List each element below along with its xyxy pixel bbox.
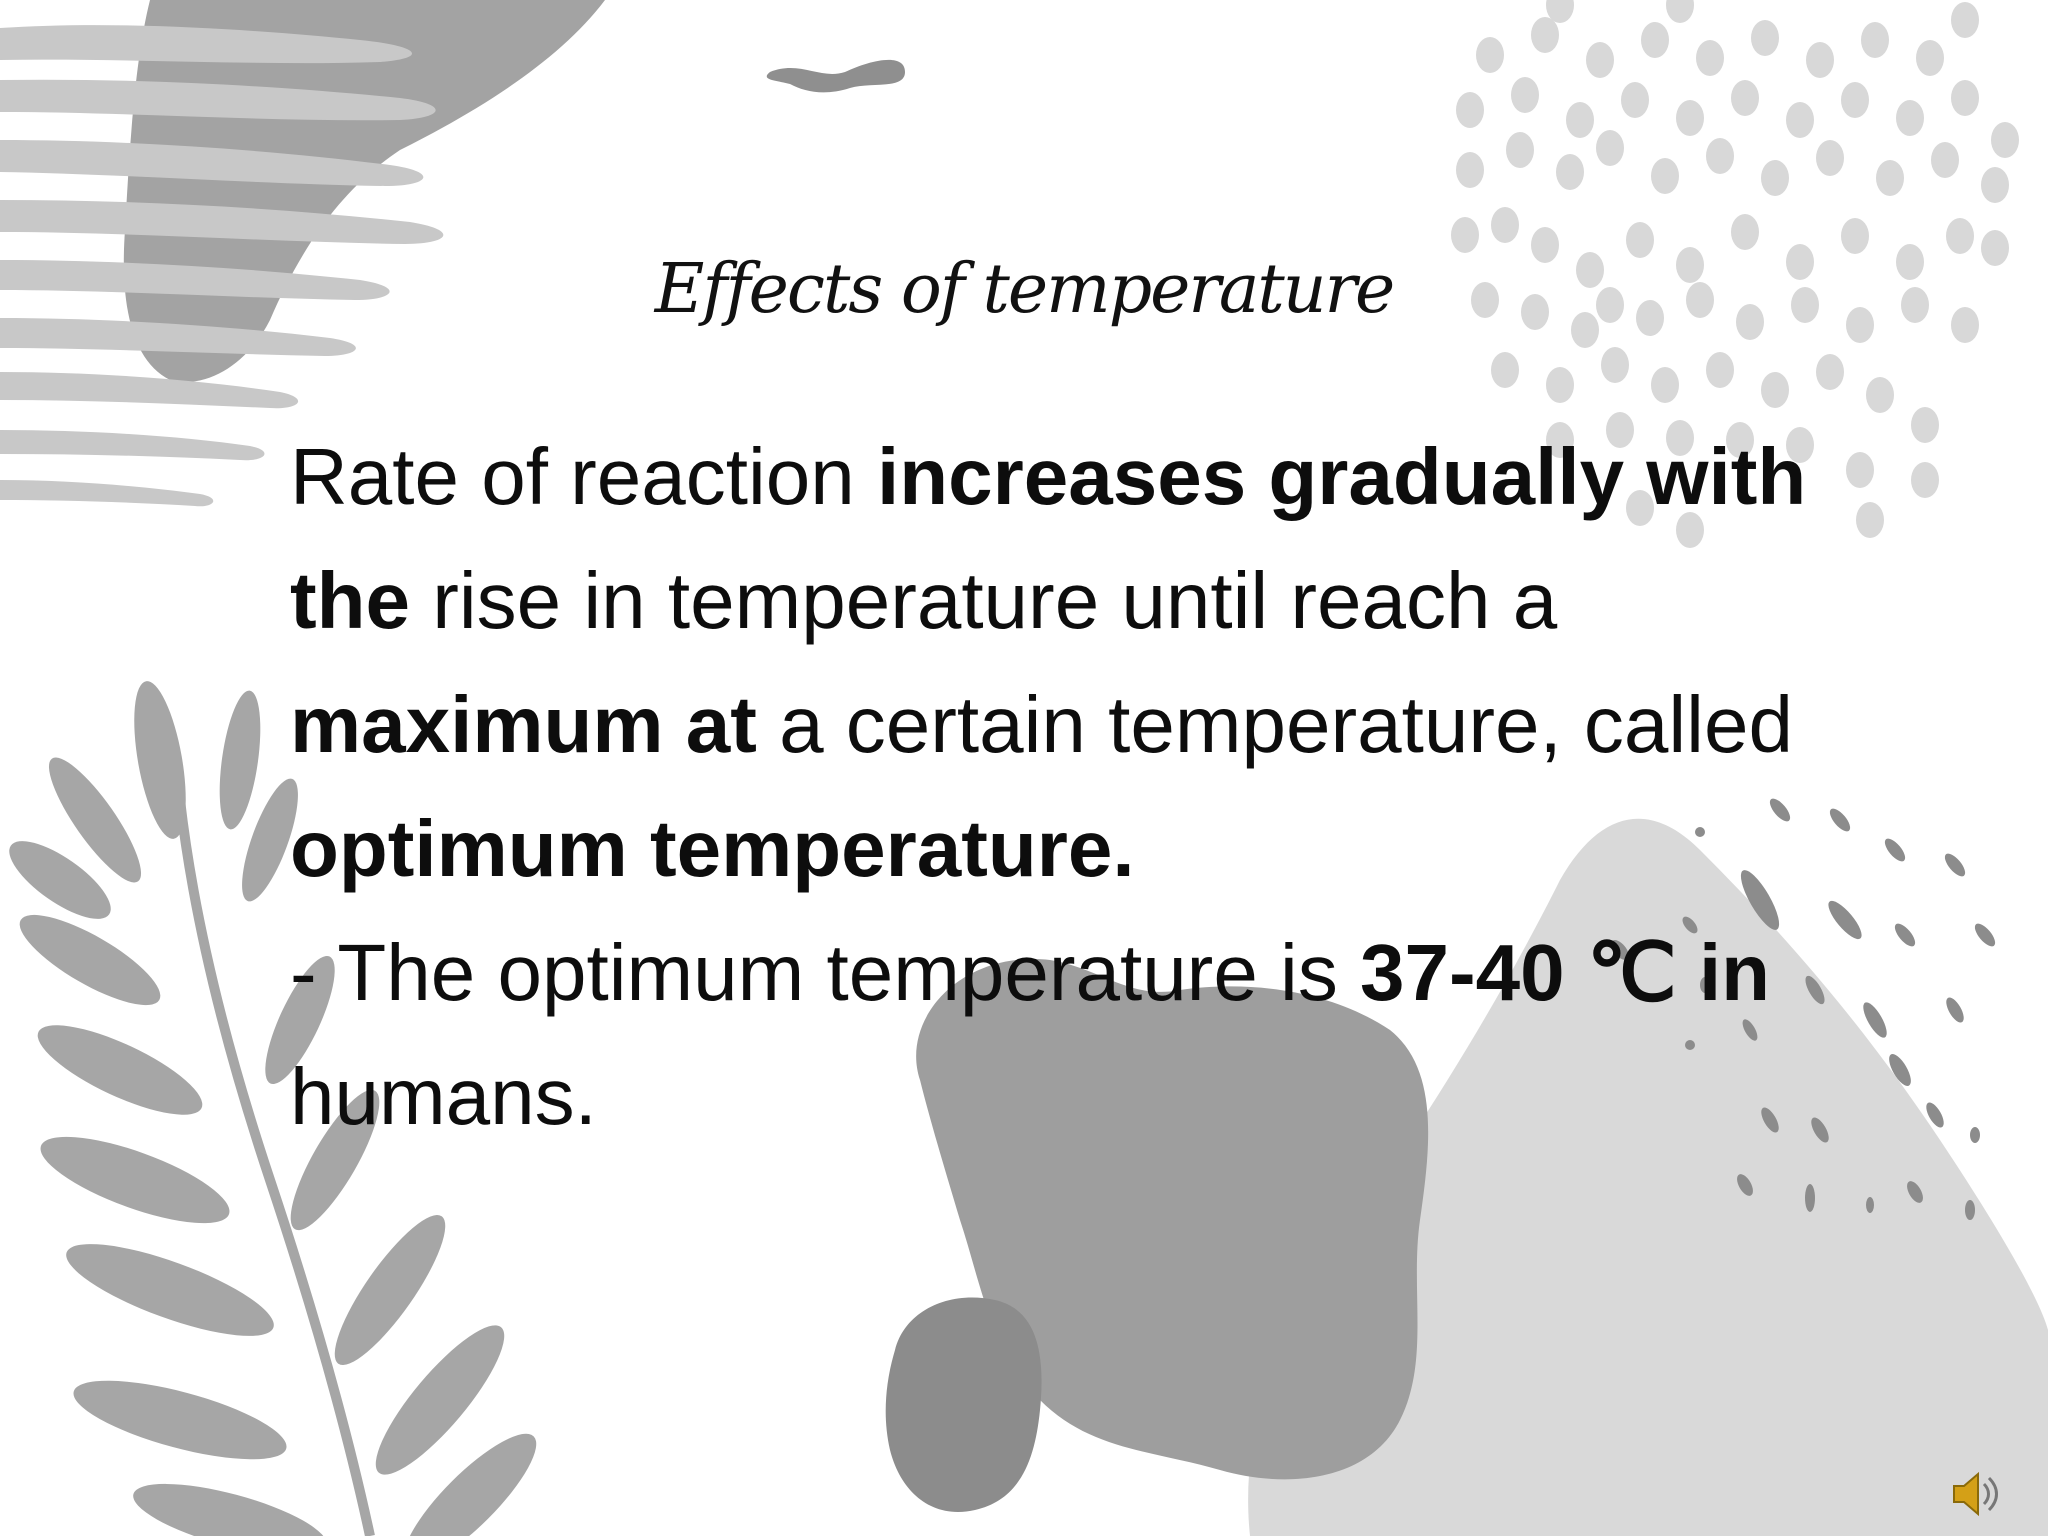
dot-pattern (1451, 0, 2019, 548)
text-run-bold: 37-40 ℃ in (1360, 928, 1771, 1017)
text-run: rise in temperature until reach a (410, 556, 1558, 645)
fern-leaf (9, 681, 537, 1536)
small-blob (885, 1297, 1042, 1512)
text-run: humans. (290, 1052, 597, 1141)
paragraph-definition: Rate of reaction increases gradually wit… (290, 415, 1850, 911)
text-run: Rate of reaction (290, 432, 877, 521)
center-blob (916, 959, 1429, 1480)
top-left-stripes (0, 25, 444, 507)
text-run-bold: increases gradually with the (290, 432, 1807, 645)
dash-pattern (1611, 798, 1996, 1220)
slide-body: Rate of reaction increases gradually wit… (290, 415, 1850, 1159)
text-run-bold: maximum at (290, 680, 757, 769)
top-squiggle (766, 59, 905, 93)
text-run: a certain temperature, called (756, 680, 1793, 769)
slide-title: Effects of temperature (654, 250, 1396, 329)
light-grey-shape (1248, 818, 2048, 1536)
text-run: - The optimum temperature is (290, 928, 1361, 1017)
text-run-bold: optimum temperature. (290, 804, 1135, 893)
paragraph-optimum: - The optimum temperature is 37-40 ℃ in … (290, 911, 1850, 1159)
speaker-icon[interactable] (1948, 1466, 2004, 1522)
